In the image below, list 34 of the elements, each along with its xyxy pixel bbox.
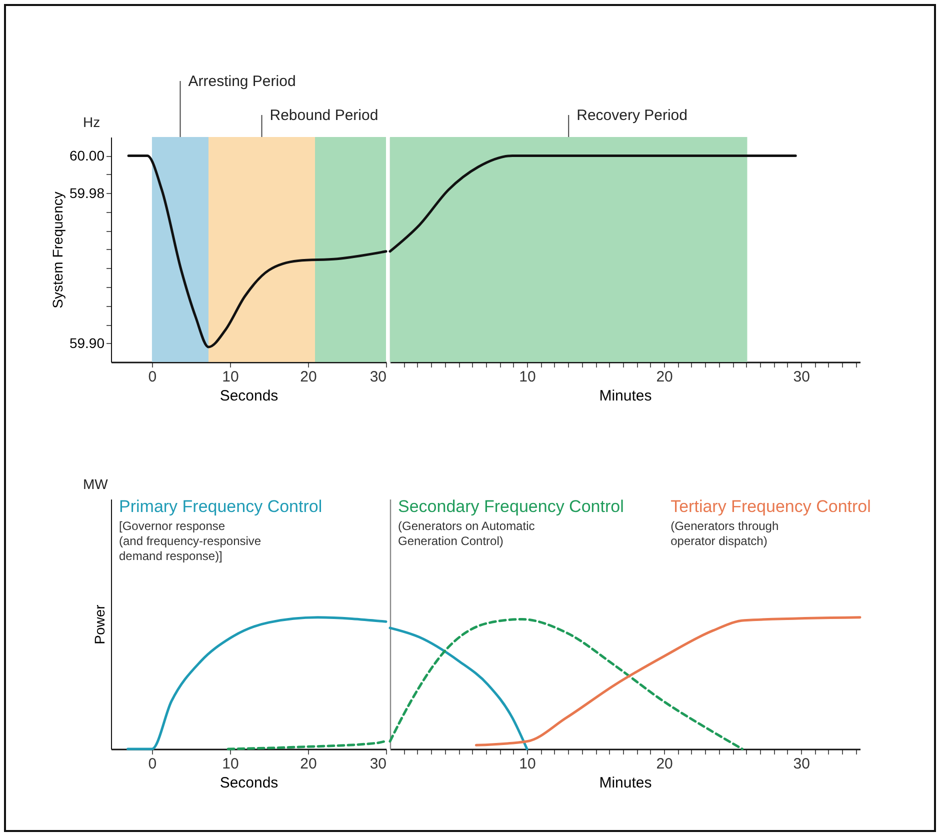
band-label: Rebound Period <box>270 107 378 124</box>
x-tick-label: 10 <box>519 368 536 386</box>
text: MW <box>83 476 109 492</box>
x-tick-label: 10 <box>222 368 239 386</box>
x-tick-label: 20 <box>300 756 317 772</box>
x-tick-label: 20 <box>300 368 317 386</box>
text: [Governor response (and frequency-responsive demand response)] <box>119 519 262 563</box>
y-tick-label: 59.98 <box>69 184 105 201</box>
x-tick-label: 10 <box>222 756 239 772</box>
text: (Generators on Automatic Generation Control) <box>398 519 535 548</box>
x-tick-label: 0 <box>148 756 157 772</box>
y-axis-title: Power <box>92 604 108 644</box>
text: Primary Frequency Control <box>119 497 322 516</box>
x-tick-label: 0 <box>148 368 157 386</box>
x-tick-label: 30 <box>793 368 810 386</box>
band-label: Arresting Period <box>188 73 296 90</box>
text: Secondary Frequency Control <box>398 497 624 516</box>
x-tick-label: 30 <box>370 756 386 772</box>
x-tick-label: 10 <box>519 756 536 772</box>
text: (Generators through operator dispatch) <box>670 519 779 548</box>
band-label: Recovery Period <box>576 107 688 124</box>
x-axis-title: Minutes <box>599 774 652 792</box>
x-tick-label: 30 <box>370 368 386 386</box>
x-tick-label: 20 <box>656 756 673 772</box>
x-axis-title: Minutes <box>599 388 652 404</box>
x-axis-title: Seconds <box>220 774 278 792</box>
y-axis-title: System Frequency <box>49 192 66 308</box>
text: Tertiary Frequency Control <box>670 497 871 516</box>
x-axis-title: Seconds <box>220 388 278 404</box>
y-tick-label: 60.00 <box>69 147 105 164</box>
x-tick-label: 30 <box>793 756 810 772</box>
x-tick-label: 20 <box>656 368 673 386</box>
y-tick-label: 59.90 <box>69 334 105 351</box>
text: Hz <box>83 114 100 130</box>
